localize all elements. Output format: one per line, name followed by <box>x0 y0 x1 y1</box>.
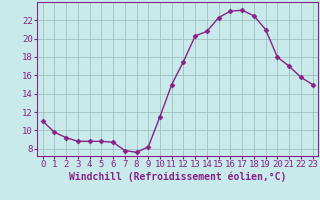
X-axis label: Windchill (Refroidissement éolien,°C): Windchill (Refroidissement éolien,°C) <box>69 172 286 182</box>
